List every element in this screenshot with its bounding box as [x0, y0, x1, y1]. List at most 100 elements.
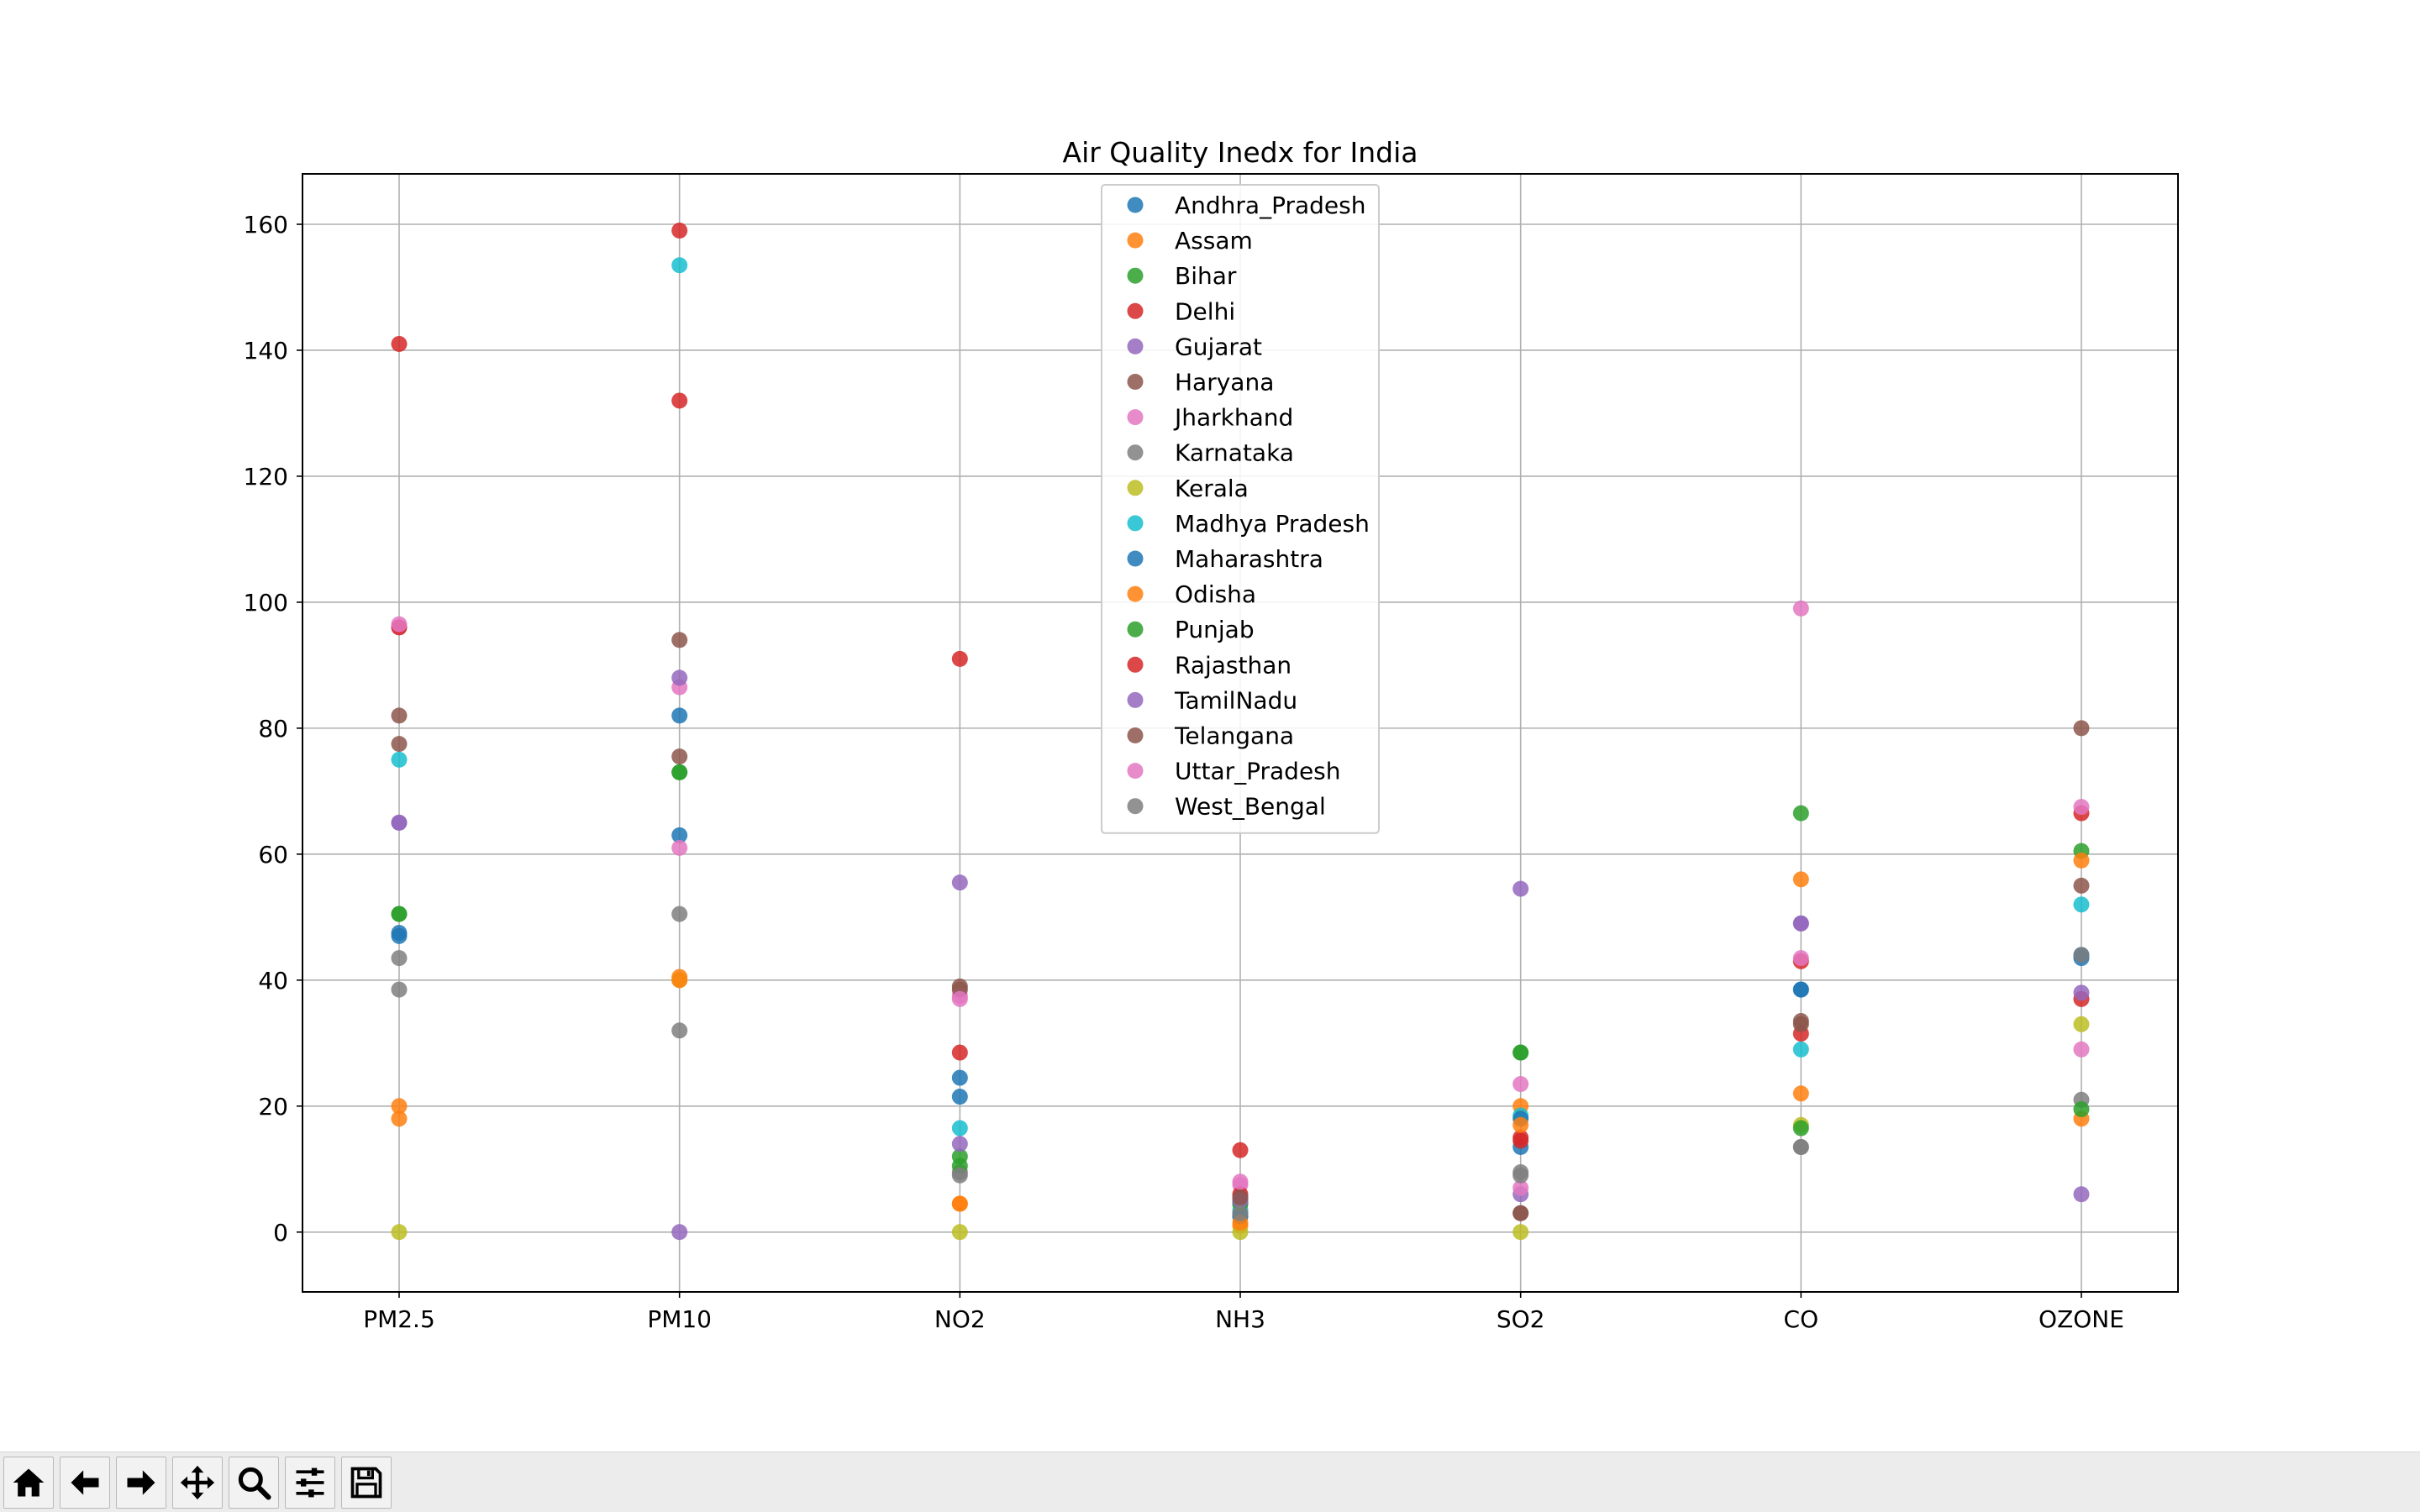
sliders-icon	[296, 1467, 324, 1497]
data-point	[391, 1224, 408, 1241]
legend-label: Andhra_Pradesh	[1175, 192, 1366, 219]
y-tick-label: 20	[258, 1093, 288, 1121]
save-button[interactable]	[341, 1456, 392, 1509]
arrow-left-icon	[71, 1469, 99, 1495]
data-point	[391, 707, 408, 724]
legend-marker	[1127, 798, 1144, 815]
chart-area: PM2.5 PM10 NO2 NH3 SO2 CO OZONE 0 20 40 60 80 100 120…	[243, 136, 2179, 1333]
axis-ticks: PM2.5 PM10 NO2 NH3 SO2 CO OZONE 0 20 40 60 80 100 120…	[244, 211, 2124, 1333]
data-point	[951, 1195, 968, 1212]
data-point	[951, 1120, 968, 1137]
data-point	[671, 839, 688, 856]
data-point	[671, 1224, 688, 1241]
navigation-toolbar	[0, 1452, 2420, 1512]
data-point	[391, 927, 408, 944]
data-point	[1792, 600, 1809, 617]
legend-marker	[1127, 656, 1144, 673]
legend-label: Jharkhand	[1173, 404, 1293, 432]
data-point	[1792, 981, 1809, 998]
legend-label: Karnataka	[1175, 439, 1294, 467]
data-point	[391, 1110, 408, 1127]
data-point	[671, 222, 688, 239]
data-point	[391, 981, 408, 998]
pan-button[interactable]	[172, 1456, 223, 1509]
data-point	[1512, 1167, 1529, 1184]
home-button[interactable]	[3, 1456, 54, 1509]
legend-label: TamilNadu	[1174, 686, 1297, 714]
data-point	[2073, 877, 2090, 894]
data-point	[1512, 1205, 1529, 1221]
data-point	[951, 1044, 968, 1061]
data-point	[1512, 1132, 1529, 1149]
data-point	[671, 764, 688, 780]
data-point	[671, 392, 688, 409]
data-point	[391, 950, 408, 967]
data-point	[391, 906, 408, 922]
data-point	[671, 257, 688, 274]
data-point	[671, 669, 688, 686]
data-point	[1792, 1120, 1809, 1137]
data-point	[1512, 1116, 1529, 1133]
arrow-right-icon	[127, 1469, 155, 1495]
data-point	[2073, 720, 2090, 737]
legend-marker	[1127, 232, 1144, 249]
floppy-disk-icon	[350, 1467, 382, 1498]
data-point	[1512, 1224, 1529, 1241]
legend-marker	[1127, 621, 1144, 638]
legend-marker	[1127, 691, 1144, 708]
data-point	[2073, 1016, 2090, 1032]
data-point	[1512, 1179, 1529, 1196]
data-point	[391, 736, 408, 753]
legend-box	[1101, 184, 1380, 834]
data-points	[391, 222, 2090, 1241]
x-tick-label: NO2	[934, 1305, 986, 1333]
legend-label: Rajasthan	[1175, 651, 1292, 679]
data-point	[1512, 1044, 1529, 1061]
y-tick-label: 120	[244, 463, 288, 491]
data-point	[951, 1069, 968, 1086]
data-point	[951, 650, 968, 667]
legend-label: Delhi	[1175, 297, 1235, 325]
data-point	[391, 751, 408, 768]
chart-title: Air Quality Inedx for India	[1063, 136, 1418, 169]
legend-marker	[1127, 550, 1144, 567]
legend-label: Punjab	[1175, 616, 1255, 643]
configure-subplots-button[interactable]	[285, 1456, 335, 1509]
legend-label: Haryana	[1175, 369, 1274, 396]
data-point	[2073, 896, 2090, 913]
back-button[interactable]	[60, 1456, 110, 1509]
legend-marker	[1127, 515, 1144, 532]
legend-marker	[1127, 763, 1144, 780]
zoom-button[interactable]	[229, 1456, 279, 1509]
data-point	[1232, 1142, 1249, 1158]
legend-marker	[1127, 197, 1144, 213]
x-tick-label: PM2.5	[363, 1305, 435, 1333]
data-point	[1792, 915, 1809, 932]
magnifier-icon	[238, 1467, 271, 1500]
data-point	[1792, 871, 1809, 888]
y-tick-label: 100	[244, 589, 288, 617]
legend-label: Madhya Pradesh	[1175, 510, 1370, 538]
data-point	[1792, 1085, 1809, 1102]
data-point	[1512, 880, 1529, 897]
data-point	[1232, 1205, 1249, 1221]
data-point	[391, 335, 408, 352]
legend-label: Maharashtra	[1175, 545, 1323, 573]
home-icon	[13, 1468, 45, 1496]
data-point	[1792, 1139, 1809, 1156]
data-point	[2073, 1186, 2090, 1203]
data-point	[951, 1167, 968, 1184]
legend-marker	[1127, 302, 1144, 319]
data-point	[1512, 1076, 1529, 1093]
x-tick-label: SO2	[1497, 1305, 1545, 1333]
forward-button[interactable]	[116, 1456, 166, 1509]
x-tick-label: CO	[1784, 1305, 1819, 1333]
y-tick-label: 40	[258, 967, 288, 995]
data-point	[2073, 947, 2090, 963]
legend-label: Telangana	[1174, 722, 1294, 750]
data-point	[2073, 852, 2090, 869]
data-point	[671, 972, 688, 989]
data-point	[1232, 1189, 1249, 1206]
data-point	[671, 827, 688, 843]
data-point	[951, 1224, 968, 1241]
